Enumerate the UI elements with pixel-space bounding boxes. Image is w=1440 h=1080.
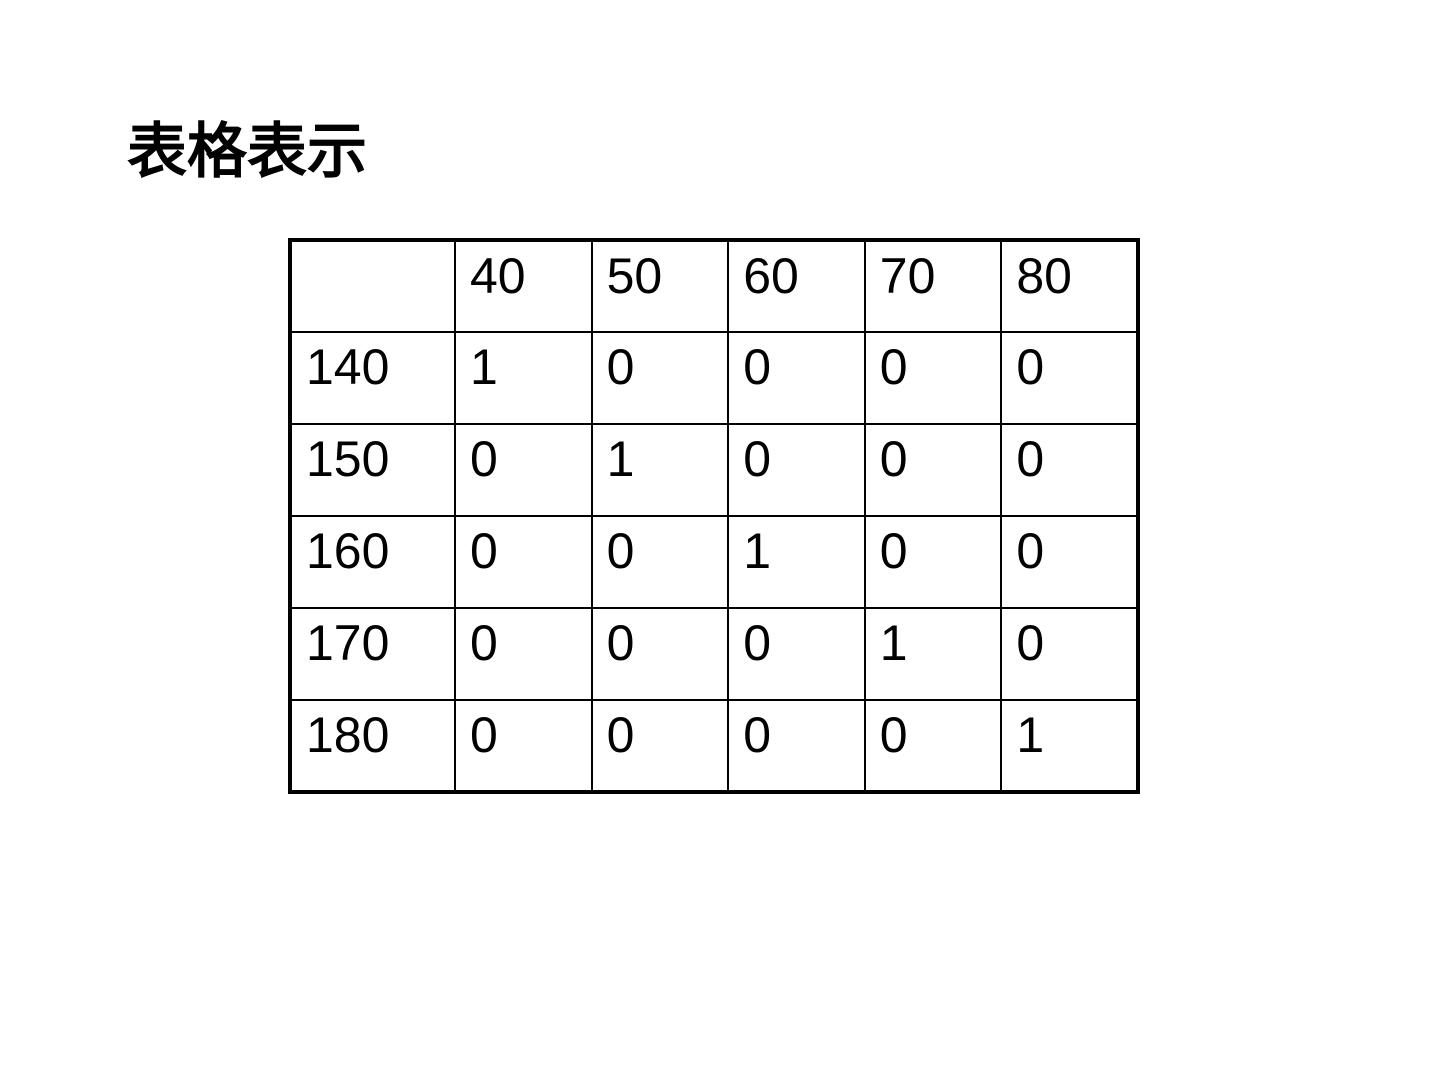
table-cell: 0 — [590, 699, 730, 793]
table-cell: 0 — [727, 699, 866, 793]
table-cell: 0 — [1000, 515, 1139, 609]
table-cell: 1 — [727, 515, 866, 609]
table-cell: 0 — [454, 607, 593, 701]
col-header-cell: 70 — [863, 239, 1003, 333]
row-header-cell: 180 — [289, 699, 456, 793]
table-cell: 0 — [454, 423, 593, 517]
col-header-cell: 60 — [727, 239, 866, 333]
corner-cell — [289, 239, 456, 333]
col-header-cell: 50 — [590, 239, 730, 333]
table-cell: 0 — [863, 699, 1003, 793]
table-row: 170 0 0 0 1 0 — [289, 607, 1139, 701]
table-cell: 0 — [863, 423, 1003, 517]
table-cell: 0 — [1000, 607, 1139, 701]
slide-title: 表格表示 — [127, 118, 367, 185]
table-cell: 1 — [590, 423, 730, 517]
table-cell: 0 — [1000, 423, 1139, 517]
table-cell: 0 — [590, 515, 730, 609]
table-cell: 0 — [727, 607, 866, 701]
data-table: 40 50 60 70 80 140 1 0 0 0 0 150 0 1 0 0… — [288, 238, 1140, 794]
row-header-cell: 140 — [289, 331, 456, 425]
table-cell: 0 — [1000, 331, 1139, 425]
row-header-cell: 170 — [289, 607, 456, 701]
table-cell: 0 — [863, 331, 1003, 425]
table-cell: 1 — [454, 331, 593, 425]
table-cell: 0 — [863, 515, 1003, 609]
table-cell: 0 — [590, 331, 730, 425]
table-row: 160 0 0 1 0 0 — [289, 515, 1139, 609]
table-row: 180 0 0 0 0 1 — [289, 699, 1139, 793]
row-header-cell: 150 — [289, 423, 456, 517]
col-header-cell: 40 — [454, 239, 593, 333]
col-header-cell: 80 — [1000, 239, 1139, 333]
table-cell: 0 — [727, 423, 866, 517]
table-cell: 0 — [727, 331, 866, 425]
table-row: 150 0 1 0 0 0 — [289, 423, 1139, 517]
table-cell: 0 — [590, 607, 730, 701]
table-cell: 0 — [454, 515, 593, 609]
table-cell: 0 — [454, 699, 593, 793]
table-cell: 1 — [863, 607, 1003, 701]
table-header-row: 40 50 60 70 80 — [289, 239, 1139, 333]
table-row: 140 1 0 0 0 0 — [289, 331, 1139, 425]
row-header-cell: 160 — [289, 515, 456, 609]
table-cell: 1 — [1000, 699, 1139, 793]
